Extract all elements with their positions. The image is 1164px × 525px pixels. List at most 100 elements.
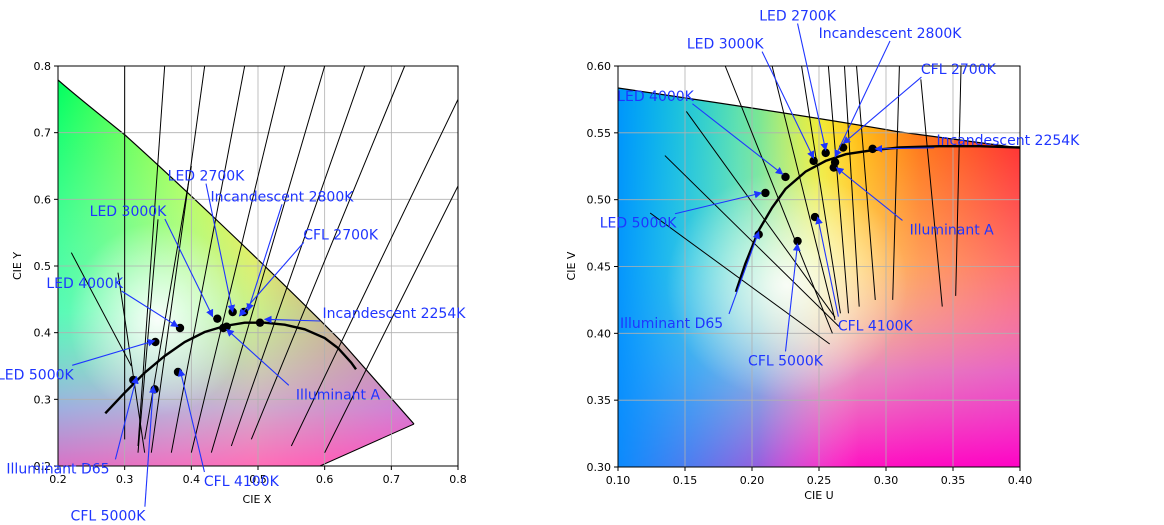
uv-ytick-label: 0.35: [587, 394, 612, 407]
uv-annotation-label: CFL 2700K: [921, 62, 997, 78]
uv-annotation-arrow: [815, 216, 839, 317]
cie-uv-panel: 0.10 0.15 0.20 0.25 0.30 0.35 0.40 0.30 0.35 0.40…: [565, 9, 1080, 502]
xy-xtick-label: 0.5: [249, 473, 267, 486]
uv-ytick-label: 0.55: [587, 127, 612, 140]
uv-annotation-label: Illuminant D65: [620, 316, 723, 332]
xy-isotemp-line: [150, 66, 206, 453]
uv-annotation-arrow: [797, 23, 828, 151]
uv-isotemp-line: [955, 66, 962, 296]
xy-annotation-label: CFL 2700K: [303, 227, 379, 243]
xy-point-cfl-2700k: [239, 307, 249, 317]
uv-annotation-label: LED 5000K: [600, 216, 678, 232]
xy-annotation-label: Illuminant A: [296, 387, 381, 403]
uv-isotemp-line: [920, 79, 943, 307]
xy-isotemp-line: [290, 99, 458, 447]
xy-point-led-4000k: [175, 323, 185, 333]
xy-annotation-label: CFL 4100K: [204, 474, 280, 490]
xy-annotation-arrow: [121, 290, 179, 328]
xy-isotemp-line: [70, 252, 132, 367]
uv-ytick-label: 0.60: [587, 60, 612, 73]
uv-annotation-label: Incandescent 2254K: [936, 133, 1080, 149]
xy-isotemp-line: [324, 185, 458, 453]
xy-ytick-label: 0.7: [34, 127, 52, 140]
xy-isotemp-line: [250, 66, 406, 440]
cie-xy-panel: 0.2 0.3 0.4 0.5 0.6 0.7 0.8 0.2 0.3 0.4 0.5 0.6 0.7 0…: [0, 60, 467, 525]
xy-xtick-label: 0.3: [116, 473, 134, 486]
xy-annotation-arrow: [205, 183, 236, 313]
xy-ytick-label: 0.6: [34, 193, 52, 206]
uv-annotation-arrow: [692, 103, 784, 175]
uv-xtick-label: 0.25: [807, 474, 832, 487]
uv-xtick-label: 0.20: [740, 474, 765, 487]
xy-annotation-label: CFL 5000K: [71, 509, 147, 525]
xy-annotation-label: LED 4000K: [46, 276, 124, 292]
xy-annotation-label: LED 2700K: [168, 169, 246, 185]
uv-xtick-label: 0.40: [1008, 474, 1033, 487]
xy-isotemperature-lines: [70, 66, 458, 453]
uv-isotemp-line: [771, 66, 836, 321]
xy-annotation-arrow: [226, 328, 290, 386]
xy-annotation-arrow: [246, 204, 283, 312]
xy-xtick-label: 0.4: [183, 473, 201, 486]
xy-xtick-label: 0.6: [316, 473, 334, 486]
uv-xtick-label: 0.15: [673, 474, 698, 487]
uv-annotation-arrow: [761, 51, 815, 159]
uv-isotemp-line: [892, 66, 900, 300]
uv-annotation-label: LED 2700K: [759, 9, 837, 25]
uv-point-led-5000k: [761, 188, 770, 198]
xy-annotation-label: Incandescent 2254K: [323, 306, 467, 322]
uv-point-cfl-2700k: [838, 143, 848, 152]
uv-xtick-label: 0.35: [941, 474, 966, 487]
uv-isotemp-line: [685, 111, 836, 318]
uv-annotation-arrow: [874, 144, 935, 153]
xy-annotation-arrow: [177, 368, 205, 473]
xy-annotation-arrow: [238, 241, 305, 317]
xy-annotation-label: Incandescent 2800K: [211, 189, 355, 205]
uv-annotation-label: LED 4000K: [617, 89, 695, 105]
xy-annotation-arrow: [164, 218, 214, 318]
uv-ytick-label: 0.30: [587, 461, 612, 474]
uv-annotation-label: Incandescent 2800K: [819, 26, 963, 42]
uv-ytick-label: 0.45: [587, 261, 612, 274]
uv-annotation-arrow: [674, 190, 763, 215]
xy-annotations: LED 2700K Incandescent 2800K LED 3000K CFL …: [0, 169, 466, 525]
xy-xtick-label: 0.7: [383, 473, 401, 486]
uv-annotation-arrow: [842, 76, 922, 145]
uv-xtick-label: 0.10: [606, 474, 631, 487]
xy-isotemp-line: [137, 219, 159, 453]
xy-point-illuminant-a: [219, 323, 228, 333]
xy-ticks: 0.2 0.3 0.4 0.5 0.6 0.7 0.8 0.2 0.3 0.4 0.5 0.6 0.7 0…: [34, 60, 467, 486]
xy-planckian-locus: [104, 321, 357, 415]
xy-point-led-3000k: [213, 314, 222, 323]
uv-isotemp-line: [843, 66, 860, 307]
xy-xtick-label: 0.8: [449, 473, 467, 486]
xy-annotation-arrow: [72, 338, 156, 366]
xy-annotation-arrow: [144, 385, 157, 507]
uv-annotation-arrow: [728, 231, 760, 315]
uv-annotation-label: Illuminant A: [910, 222, 995, 238]
xy-annotation-arrow: [114, 375, 139, 460]
xy-isotemp-line: [230, 66, 366, 447]
xy-annotation-arrow: [263, 315, 321, 324]
uv-ylabel: CIE V: [565, 251, 578, 280]
xy-isotemp-line: [210, 66, 326, 453]
uv-annotation-label: LED 3000K: [687, 37, 765, 53]
uv-xtick-label: 0.30: [874, 474, 899, 487]
xy-xlabel: CIE X: [243, 493, 272, 506]
xy-ylabel: CIE Y: [11, 252, 24, 280]
xy-ytick-label: 0.3: [34, 393, 52, 406]
uv-ticks: 0.10 0.15 0.20 0.25 0.30 0.35 0.40 0.30 0.35 0.40…: [587, 60, 1033, 487]
xy-ytick-label: 0.8: [34, 60, 52, 73]
xy-isotemp-line: [137, 66, 166, 447]
xy-point-led-5000k: [151, 337, 160, 347]
uv-point-led-4000k: [781, 172, 790, 182]
xy-isotemp-line: [170, 66, 246, 453]
xy-isotemp-line: [190, 66, 286, 453]
uv-point-illuminant-d65: [754, 230, 763, 239]
xy-ytick-label: 0.5: [34, 260, 52, 273]
xy-annotation-label: LED 5000K: [0, 367, 74, 383]
uv-isotemp-line: [664, 155, 840, 328]
xy-ytick-label: 0.4: [34, 327, 52, 340]
